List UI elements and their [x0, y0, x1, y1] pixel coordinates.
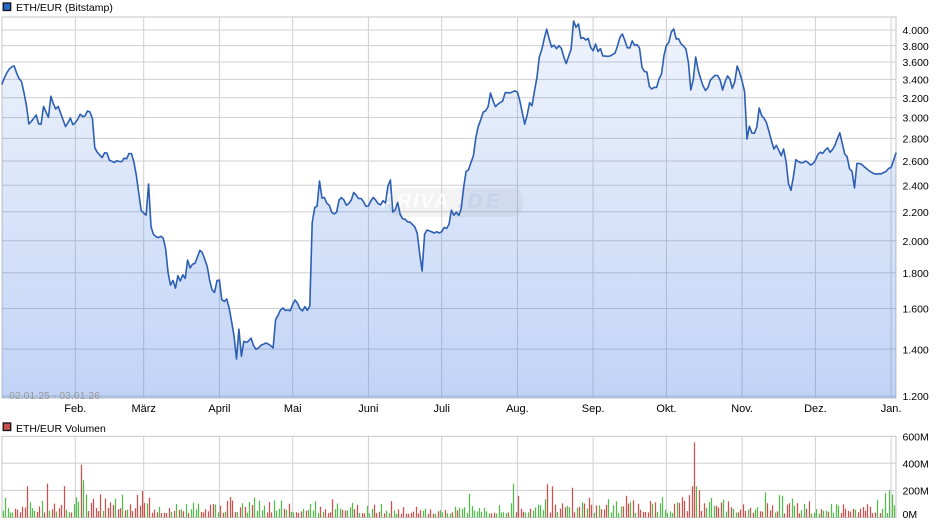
svg-text:Okt.: Okt.	[656, 403, 676, 415]
svg-text:Feb.: Feb.	[64, 403, 86, 415]
svg-text:0M: 0M	[903, 509, 918, 521]
svg-text:ETH/EUR Volumen: ETH/EUR Volumen	[16, 423, 106, 435]
svg-text:1.400: 1.400	[903, 344, 929, 356]
svg-text:.DE: .DE	[458, 191, 503, 213]
svg-text:Jan.: Jan.	[881, 403, 902, 415]
svg-text:3.000: 3.000	[903, 113, 929, 125]
svg-text:2.800: 2.800	[903, 134, 929, 146]
svg-text:2.200: 2.200	[903, 207, 929, 219]
svg-text:1.600: 1.600	[903, 304, 929, 316]
svg-text:April: April	[208, 403, 230, 415]
svg-text:1.800: 1.800	[903, 268, 929, 280]
svg-text:Juli: Juli	[433, 403, 450, 415]
svg-text:Juni: Juni	[358, 403, 378, 415]
svg-text:4.000: 4.000	[903, 25, 929, 37]
svg-text:1.200: 1.200	[903, 391, 929, 403]
svg-text:ARIVA: ARIVA	[380, 191, 450, 213]
svg-text:3.600: 3.600	[903, 57, 929, 69]
svg-text:2.400: 2.400	[903, 181, 929, 193]
svg-text:2.600: 2.600	[903, 156, 929, 168]
svg-text:Dez.: Dez.	[804, 403, 827, 415]
svg-text:400M: 400M	[903, 459, 929, 471]
svg-text:Mai: Mai	[284, 403, 302, 415]
svg-text:2.000: 2.000	[903, 236, 929, 248]
svg-text:600M: 600M	[903, 432, 929, 444]
svg-text:Sep.: Sep.	[582, 403, 605, 415]
svg-text:3.200: 3.200	[903, 93, 929, 105]
svg-text:3.800: 3.800	[903, 41, 929, 53]
svg-text:Aug.: Aug.	[506, 403, 529, 415]
svg-text:Nov.: Nov.	[731, 403, 753, 415]
svg-text:02.01.25 - 03.01.26: 02.01.25 - 03.01.26	[9, 390, 100, 402]
svg-text:ETH/EUR (Bitstamp): ETH/EUR (Bitstamp)	[16, 2, 113, 14]
svg-text:März: März	[131, 403, 155, 415]
svg-text:3.400: 3.400	[903, 75, 929, 87]
svg-text:200M: 200M	[903, 486, 929, 498]
